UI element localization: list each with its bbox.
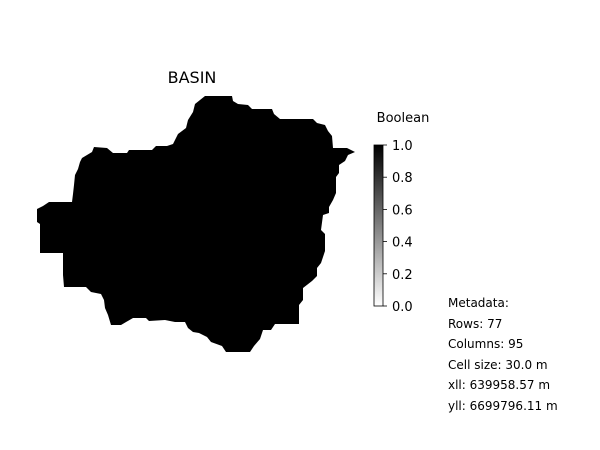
colorbar-tick-label: 0.4 (392, 236, 413, 251)
metadata-cell-size: Cell size: 30.0 m (448, 357, 548, 372)
metadata-xll: xll: 639958.57 m (448, 378, 551, 392)
colorbar-tick-label: 0.6 (392, 203, 413, 218)
colorbar-tick-label: 0.0 (392, 300, 413, 315)
map-title: BASIN (167, 68, 217, 87)
metadata-yll: yll: 6699796.11 m (448, 398, 558, 413)
colorbar (373, 144, 384, 307)
colorbar-ticks (383, 144, 387, 307)
metadata-columns: Columns: 95 (448, 337, 524, 351)
colorbar-title: Boolean (376, 111, 430, 126)
colorbar-tick-label: 0.2 (392, 268, 413, 283)
metadata-rows: Rows: 77 (448, 316, 503, 331)
metadata-heading: Metadata: (448, 296, 509, 310)
basin-mask (37, 96, 355, 352)
colorbar-tick-label: 1.0 (392, 139, 413, 154)
metadata-panel: Metadata: Rows: 77 Columns: 95 Cell size… (448, 293, 598, 416)
colorbar-tick-label: 0.8 (392, 171, 413, 186)
